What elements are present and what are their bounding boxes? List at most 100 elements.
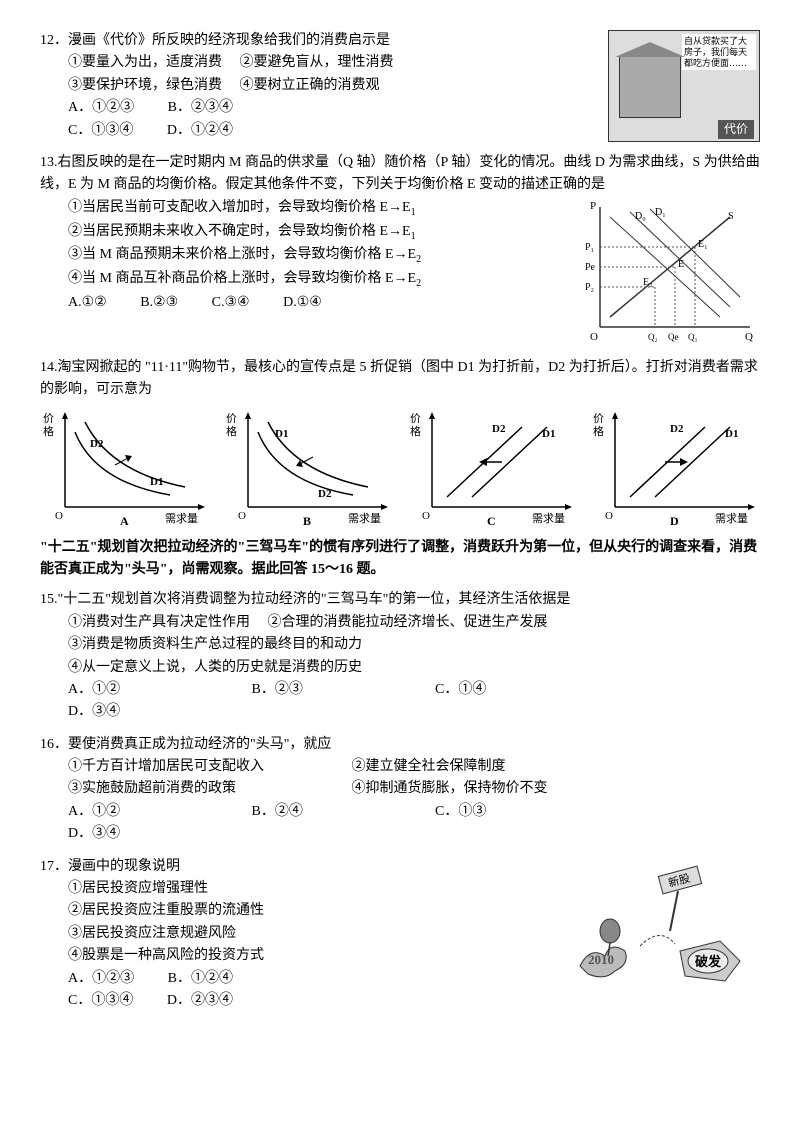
svg-text:B: B xyxy=(303,514,311,527)
svg-text:需求量: 需求量 xyxy=(165,512,198,525)
q13-num: 13. xyxy=(40,155,58,170)
question-15: 15."十二五"规划首次将消费调整为拉动经济的"三驾马车"的第一位，其经济生活依… xyxy=(40,589,760,723)
q13-intro: 右图反映的是在一定时期内 M 商品的供求量（Q 轴）随价格（P 轴）变化的情况。… xyxy=(40,155,760,192)
svg-text:价: 价 xyxy=(593,412,604,425)
q12-text: 漫画《代价》所反映的经济现象给我们的消费启示是 xyxy=(68,33,390,48)
q17-item-4: ④股票是一种高风险的投资方式 xyxy=(68,948,264,963)
svg-text:D1: D1 xyxy=(725,428,738,440)
q12-opt-d: D．①②④ xyxy=(167,120,233,142)
axis-p-label: P xyxy=(590,200,596,212)
question-16: 16．要使消费真正成为拉动经济的"头马"，就应 ①千方百计增加居民可支配收入 ②… xyxy=(40,734,760,846)
q16-item-4: ④抑制通货膨胀，保持物价不变 xyxy=(352,781,548,796)
chart-a: 价格 需求量 O D2 D1 A xyxy=(40,407,210,527)
svg-text:价: 价 xyxy=(43,412,54,425)
question-14: 14.淘宝网掀起的 "11·11"购物节，最核心的宣传点是 5 折促销（图中 D… xyxy=(40,357,760,527)
origin-label: O xyxy=(590,331,598,343)
q17-opt-b: B．①②④ xyxy=(168,968,233,990)
svg-text:Pe: Pe xyxy=(585,262,596,273)
q17-text: 漫画中的现象说明 xyxy=(68,859,180,874)
chart-b: 价格 需求量 O D1 D2 B xyxy=(223,407,393,527)
stock-cartoon: 新股 2010 破发 xyxy=(560,856,760,996)
q13-item-3: ③当 M 商品预期未来价格上涨时，会导致均衡价格 E→E xyxy=(68,247,416,262)
cartoon-caption: 自从贷款买了大房子，我们每天都吃方便面…… xyxy=(682,34,756,70)
question-12: 自从贷款买了大房子，我们每天都吃方便面…… 代价 12．漫画《代价》所反映的经济… xyxy=(40,30,760,142)
axis-q-label: Q xyxy=(745,331,753,343)
svg-text:D1: D1 xyxy=(275,428,288,440)
q15-text: "十二五"规划首次将消费调整为拉动经济的"三驾马车"的第一位，其经济生活依据是 xyxy=(58,592,571,607)
svg-text:格: 格 xyxy=(410,424,421,438)
supply-demand-graph: P Q O D₁ D₀ S P₁ Pe P₂ E₁ E E₂ Q₂ Qe Q₁ xyxy=(580,197,760,347)
q13-opt-c: C.③④ xyxy=(212,292,250,314)
q15-opt-d: D．③④ xyxy=(68,701,218,723)
q13-item-1: ①当居民当前可支配收入增加时，会导致均衡价格 E→E xyxy=(68,200,411,215)
svg-text:C: C xyxy=(487,514,496,527)
q16-opt-d: D．③④ xyxy=(68,823,218,845)
q16-item-3: ③实施鼓励超前消费的政策 xyxy=(68,778,348,800)
q15-item-3: ③消费是物质资料生产总过程的最终目的和动力 xyxy=(68,637,362,652)
svg-text:P₁: P₁ xyxy=(585,242,594,253)
svg-text:O: O xyxy=(422,510,430,522)
q17-item-2: ②居民投资应注重股票的流通性 xyxy=(68,903,264,918)
svg-text:D2: D2 xyxy=(318,488,332,500)
q12-item-4: ④要树立正确的消费观 xyxy=(240,78,380,93)
svg-text:Q₁: Q₁ xyxy=(688,332,698,342)
q13-opt-d: D.①④ xyxy=(283,292,322,314)
q17-opt-c: C．①③④ xyxy=(68,990,133,1012)
svg-text:E₁: E₁ xyxy=(698,239,708,250)
svg-text:格: 格 xyxy=(43,424,54,438)
svg-text:O: O xyxy=(238,510,246,522)
svg-text:D₀: D₀ xyxy=(635,211,646,222)
question-13: 13.右图反映的是在一定时期内 M 商品的供求量（Q 轴）随价格（P 轴）变化的… xyxy=(40,152,760,347)
svg-text:价: 价 xyxy=(410,412,421,425)
svg-text:价: 价 xyxy=(226,412,237,425)
svg-text:O: O xyxy=(605,510,613,522)
q12-opt-c: C．①③④ xyxy=(68,120,133,142)
q16-num: 16． xyxy=(40,737,68,752)
svg-text:E: E xyxy=(678,259,684,270)
q12-item-2: ②要避免盲从，理性消费 xyxy=(240,55,394,70)
svg-text:O: O xyxy=(55,510,63,522)
svg-text:D: D xyxy=(670,514,679,527)
q12-num: 12． xyxy=(40,33,68,48)
q16-item-2: ②建立健全社会保障制度 xyxy=(352,759,506,774)
q16-text: 要使消费真正成为拉动经济的"头马"，就应 xyxy=(68,737,331,752)
q12-opt-a: A．①②③ xyxy=(68,97,134,119)
q15-opt-a: A．①② xyxy=(68,679,218,701)
chart-row: 价格 需求量 O D2 D1 A 价格 需求量 O xyxy=(40,407,760,527)
svg-text:A: A xyxy=(120,514,129,527)
svg-text:Qe: Qe xyxy=(668,332,679,342)
q16-item-1: ①千方百计增加居民可支配收入 xyxy=(68,756,348,778)
svg-text:Q₂: Q₂ xyxy=(648,332,658,342)
svg-text:P₂: P₂ xyxy=(585,282,594,293)
q14-num: 14. xyxy=(40,360,58,375)
svg-text:需求量: 需求量 xyxy=(715,512,748,525)
svg-text:2010: 2010 xyxy=(588,952,614,967)
q15-opt-c: C．①④ xyxy=(435,679,585,701)
context-15-16: "十二五"规划首次把拉动经济的"三驾马车"的惯有序列进行了调整，消费跃升为第一位… xyxy=(40,537,760,582)
question-17: 新股 2010 破发 17．漫画中的现象说明 ①居民投资应增强理性 ②居民投资应… xyxy=(40,856,760,1013)
svg-text:需求量: 需求量 xyxy=(532,512,565,525)
svg-text:格: 格 xyxy=(593,424,604,438)
svg-text:D1: D1 xyxy=(150,476,163,488)
q12-item-1: ①要量入为出，适度消费 xyxy=(68,55,222,70)
chart-d: 价格 需求量 O D2 D1 D xyxy=(590,407,760,527)
q17-item-1: ①居民投资应增强理性 xyxy=(68,881,208,896)
q16-opt-a: A．①② xyxy=(68,801,218,823)
q17-item-3: ③居民投资应注意规避风险 xyxy=(68,926,236,941)
svg-text:D2: D2 xyxy=(90,438,104,450)
svg-text:D2: D2 xyxy=(670,423,684,435)
q15-num: 15. xyxy=(40,592,58,607)
q12-item-3: ③要保护环境，绿色消费 xyxy=(68,78,222,93)
q15-opt-b: B．②③ xyxy=(252,679,402,701)
chart-c: 价格 需求量 O D2 D1 C xyxy=(407,407,577,527)
svg-text:D2: D2 xyxy=(492,423,506,435)
svg-text:D1: D1 xyxy=(542,428,555,440)
q16-opt-c: C．①③ xyxy=(435,801,585,823)
house-icon xyxy=(619,56,681,118)
q13-item-2: ②当居民预期未来收入不确定时，会导致均衡价格 E→E xyxy=(68,224,411,239)
q15-item-4: ④从一定意义上说，人类的历史就是消费的历史 xyxy=(68,660,362,675)
svg-text:S: S xyxy=(728,211,734,222)
q16-opt-b: B．②④ xyxy=(252,801,402,823)
q15-item-1: ①消费对生产具有决定性作用 xyxy=(68,615,250,630)
cartoon-title: 代价 xyxy=(718,120,754,139)
